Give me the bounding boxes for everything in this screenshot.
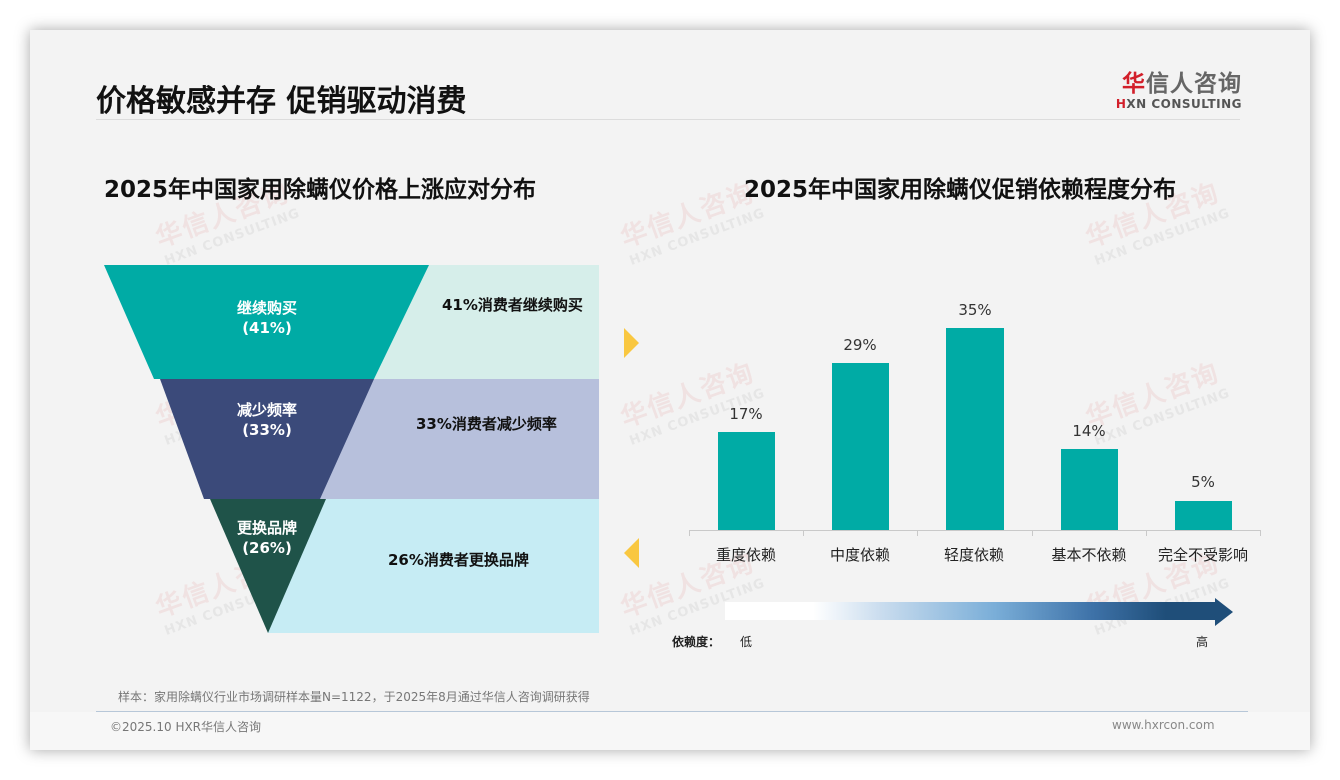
x-axis-tick [917,530,918,536]
scale-title: 依赖度： [672,635,721,649]
bar-basically-not-reliant [1061,449,1118,530]
funnel-layer-1-label: 继续购买 (41%) [236,299,297,337]
bar-heavy-reliance [718,432,775,530]
x-axis-tick [803,530,804,536]
category-label: 轻度依赖 [943,546,1004,564]
funnel-band-2 [320,379,599,499]
bar-value: 29% [843,336,877,354]
scale-high-label: 高 [1196,635,1209,649]
funnel-layer-1-desc: 41%消费者继续购买 [442,296,583,314]
bar-chart-title: 2025年中国家用除螨仪促销依赖程度分布 [744,177,1177,203]
funnel-layer-2-desc: 33%消费者减少频率 [416,415,557,433]
funnel-layer-2 [160,379,374,499]
company-logo: 华信人咨询 HXN CONSULTING [1112,64,1242,111]
funnel-layer-1 [104,265,429,379]
page-title: 价格敏感并存 促销驱动消费 [96,84,467,119]
funnel-layer-3-desc: 26%消费者更换品牌 [388,551,529,569]
triangle-left-icon [624,538,639,568]
funnel-layer-3-label: 更换品牌 (26%) [236,519,297,557]
x-axis-tick [689,530,690,536]
category-label: 重度依赖 [715,546,776,564]
funnel-band-3 [268,499,599,633]
bar-moderate-reliance [832,363,889,530]
x-axis-tick [1260,530,1261,536]
x-axis-tick [1146,530,1147,536]
bar-light-reliance [946,328,1004,530]
funnel-layer-3 [210,499,326,633]
arrow-right-icon [1215,598,1233,626]
category-label: 基本不依赖 [1051,546,1127,564]
bar-value: 17% [729,405,763,423]
logo-en: HXN CONSULTING [1115,97,1242,111]
copyright: ©2025.10 HXR华信人咨询 [110,720,262,734]
bar-not-affected [1175,501,1232,530]
footer-divider [96,711,1248,712]
category-label: 中度依赖 [829,546,890,564]
scale-low-label: 低 [740,635,753,649]
logo-cn: 华信人咨询 [1122,71,1242,97]
reliance-gradient-bar [725,602,1215,620]
x-axis [689,530,1261,531]
x-axis-tick [1032,530,1033,536]
category-label: 完全不受影响 [1157,546,1248,564]
bar-value: 14% [1072,422,1106,440]
funnel-shape [104,265,429,633]
funnel-layer-2-label: 减少频率 (33%) [236,401,297,439]
sample-footnote: 样本：家用除螨仪行业市场调研样本量N=1122，于2025年8月通过华信人咨询调… [118,690,590,704]
bar-value: 35% [958,301,992,319]
triangle-right-icon [624,328,639,358]
footer-band [30,712,1310,750]
title-divider [96,119,1240,120]
slide: 华信人咨询 HXN CONSULTING 华信人咨询 HXN CONSULTING … [30,30,1310,750]
funnel-chart-title: 2025年中国家用除螨仪价格上涨应对分布 [104,177,537,203]
website-link[interactable]: www.hxrcon.com [1112,718,1215,732]
bar-value: 5% [1191,473,1215,491]
